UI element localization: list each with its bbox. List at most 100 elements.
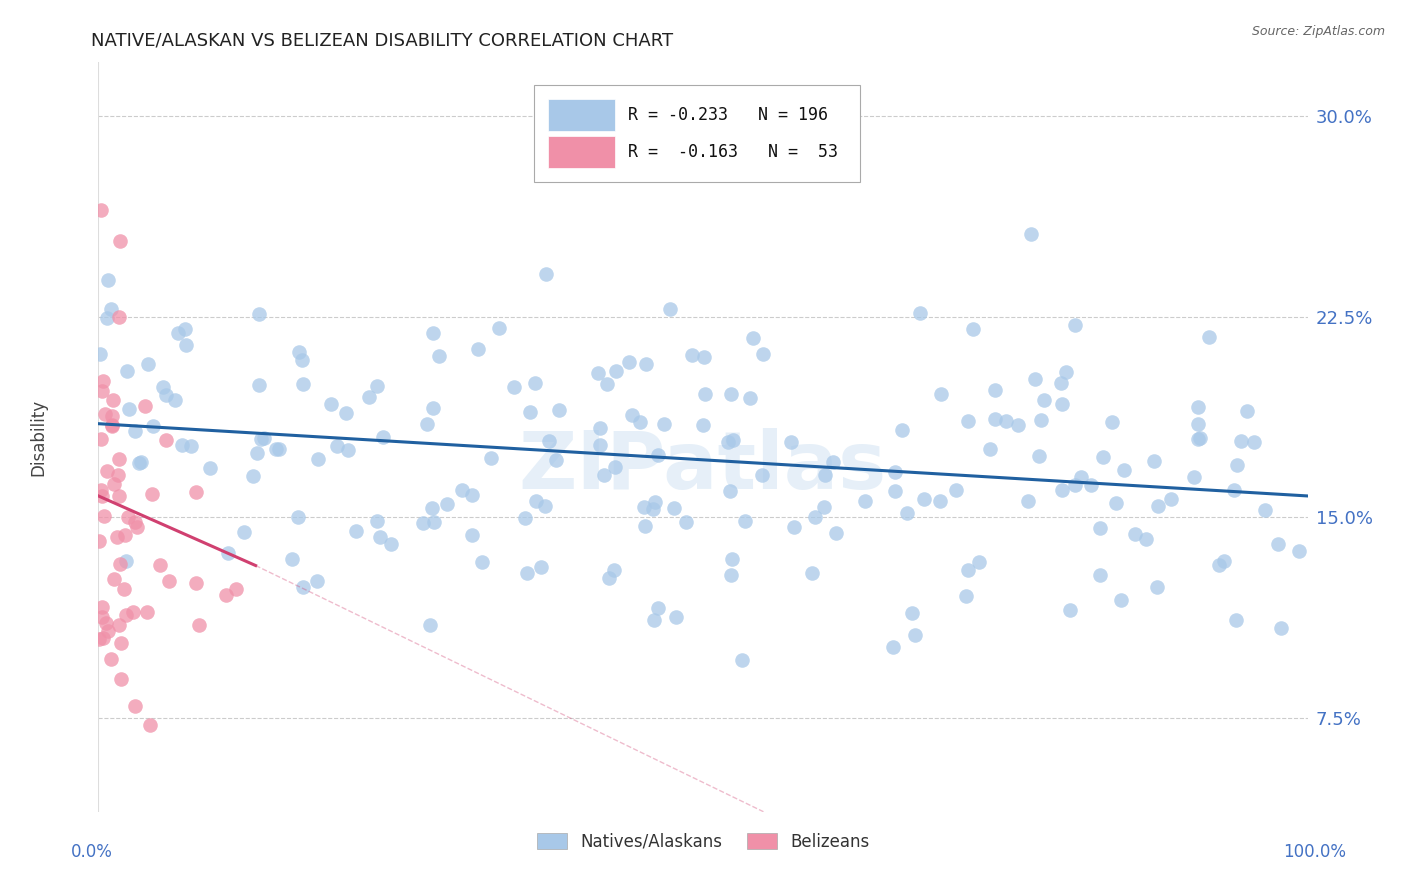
Point <box>131 455 153 469</box>
Point <box>103 477 125 491</box>
Point <box>110 558 132 572</box>
Point <box>658 301 681 316</box>
Text: R =  -0.163   N =  53: R = -0.163 N = 53 <box>628 144 838 161</box>
FancyBboxPatch shape <box>548 99 614 131</box>
Point <box>1064 318 1087 332</box>
Point <box>1188 432 1211 446</box>
Point <box>929 494 952 508</box>
Point <box>593 467 616 482</box>
FancyBboxPatch shape <box>548 136 614 169</box>
Point <box>675 515 697 529</box>
Point <box>1184 469 1206 483</box>
Point <box>955 589 977 603</box>
Point <box>233 524 256 539</box>
Point <box>634 519 657 533</box>
Point <box>108 234 131 248</box>
Point <box>544 452 567 467</box>
Point <box>157 574 180 588</box>
Point <box>695 387 717 401</box>
Point <box>305 574 328 588</box>
Point <box>1114 463 1136 477</box>
Point <box>884 483 907 498</box>
Point <box>422 515 444 529</box>
Point <box>110 636 132 650</box>
Point <box>380 536 402 550</box>
Point <box>117 402 139 417</box>
Point <box>1267 537 1289 551</box>
Point <box>124 424 146 438</box>
Point <box>107 618 129 632</box>
Legend: Natives/Alaskans, Belizeans: Natives/Alaskans, Belizeans <box>530 826 876 857</box>
Point <box>1050 376 1073 391</box>
Point <box>1187 433 1209 447</box>
Point <box>628 415 651 429</box>
Point <box>326 439 349 453</box>
Point <box>1070 470 1092 484</box>
Point <box>90 203 112 218</box>
Point <box>152 380 174 394</box>
Point <box>633 500 655 514</box>
Point <box>96 310 118 325</box>
Point <box>91 609 114 624</box>
Point <box>896 506 918 520</box>
Point <box>1123 527 1146 541</box>
Text: Source: ZipAtlas.com: Source: ZipAtlas.com <box>1251 25 1385 38</box>
Point <box>115 554 138 568</box>
Point <box>108 310 131 324</box>
Point <box>103 572 125 586</box>
Point <box>742 331 765 345</box>
Point <box>962 322 984 336</box>
Point <box>1017 494 1039 508</box>
Point <box>1243 434 1265 449</box>
Point <box>598 571 620 585</box>
Point <box>617 355 640 369</box>
Point <box>903 628 925 642</box>
Point <box>634 357 657 371</box>
Point <box>516 566 538 580</box>
Point <box>621 408 644 422</box>
Point <box>141 487 163 501</box>
Point <box>107 489 129 503</box>
Point <box>1146 581 1168 595</box>
Point <box>537 434 560 448</box>
Point <box>782 520 804 534</box>
Text: NATIVE/ALASKAN VS BELIZEAN DISABILITY CORRELATION CHART: NATIVE/ALASKAN VS BELIZEAN DISABILITY CO… <box>91 31 673 49</box>
Point <box>416 417 439 432</box>
Point <box>335 406 357 420</box>
Point <box>1050 397 1073 411</box>
Point <box>994 414 1017 428</box>
Point <box>242 469 264 483</box>
Point <box>136 357 159 371</box>
Point <box>891 423 914 437</box>
Point <box>1028 449 1050 463</box>
Point <box>1236 403 1258 417</box>
Point <box>97 273 120 287</box>
Point <box>336 443 359 458</box>
Point <box>90 483 112 497</box>
Point <box>718 484 741 499</box>
Point <box>114 528 136 542</box>
Point <box>1147 499 1170 513</box>
Point <box>1024 372 1046 386</box>
Point <box>184 485 207 500</box>
Point <box>180 439 202 453</box>
Point <box>110 672 132 686</box>
Point <box>96 464 118 478</box>
Text: ZIPatlas: ZIPatlas <box>519 428 887 506</box>
Point <box>488 321 510 335</box>
Point <box>665 610 688 624</box>
Point <box>912 491 935 506</box>
Point <box>945 483 967 497</box>
Point <box>603 460 626 475</box>
Point <box>1088 567 1111 582</box>
Point <box>371 430 394 444</box>
Point <box>269 442 291 457</box>
Point <box>1187 417 1209 432</box>
Point <box>292 377 315 392</box>
Point <box>198 461 221 475</box>
Point <box>359 390 381 404</box>
Point <box>957 563 980 577</box>
Point <box>595 377 617 392</box>
Point <box>721 433 744 447</box>
Point <box>1033 393 1056 408</box>
